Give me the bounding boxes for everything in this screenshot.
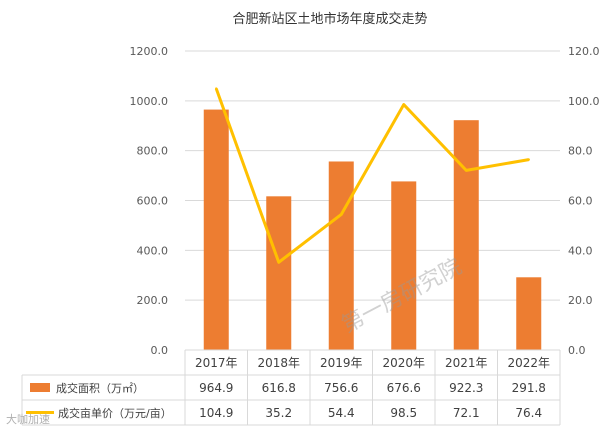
area-value-cell: 964.9 (199, 381, 233, 395)
left-tick-label: 1000.0 (130, 95, 169, 108)
x-category-label: 2020年 (382, 356, 425, 370)
right-tick-label: 100.0 (568, 95, 600, 108)
bar (328, 161, 354, 350)
left-tick-label: 600.0 (137, 195, 169, 208)
line-series (214, 87, 530, 264)
area-value-cell: 922.3 (449, 381, 483, 395)
bar (453, 120, 479, 351)
line-point (340, 213, 343, 216)
data-table: 2017年 964.9 104.9 2018年 616.8 35.2 2019年 756.6 5… (21, 349, 561, 426)
price-value-cell: 98.5 (390, 406, 417, 420)
corner-watermark: 大咖加速 (6, 412, 50, 426)
area-value-cell: 676.6 (387, 381, 421, 395)
line-point (277, 261, 280, 264)
gridlines (185, 50, 560, 301)
line-point (215, 87, 218, 90)
left-y-axis: 0.0 200.0 400.0 600.0 800.0 1000.0 1200.0 (130, 45, 169, 357)
right-tick-label: 20.0 (568, 294, 593, 307)
area-value-cell: 756.6 (324, 381, 358, 395)
right-tick-label: 120.0 (568, 45, 600, 58)
bar (203, 109, 229, 350)
x-category-label: 2018年 (257, 356, 300, 370)
bar-series (203, 109, 542, 351)
price-line (214, 88, 530, 264)
right-y-axis: 0.0 20.0 40.0 60.0 80.0 100.0 120.0 (568, 45, 600, 357)
chart-title: 合肥新站区土地市场年度成交走势 (232, 11, 427, 27)
area-value-cell: 291.8 (512, 381, 546, 395)
left-tick-label: 400.0 (137, 244, 169, 257)
bar (391, 181, 417, 350)
price-value-cell: 35.2 (265, 406, 292, 420)
left-tick-label: 200.0 (137, 294, 169, 307)
price-value-cell: 54.4 (328, 406, 355, 420)
line-point (465, 169, 468, 172)
legend-line-label: 成交亩单价（万元/亩） (58, 406, 172, 420)
left-tick-label: 1200.0 (130, 45, 169, 58)
right-tick-label: 60.0 (568, 195, 593, 208)
price-value-cell: 76.4 (515, 406, 542, 420)
area-value-cell: 616.8 (262, 381, 296, 395)
legend-bar-swatch (30, 383, 50, 392)
x-category-label: 2022年 (507, 356, 550, 370)
right-tick-label: 0.0 (568, 344, 586, 357)
line-point (527, 158, 530, 161)
bar (266, 196, 292, 350)
price-value-cell: 72.1 (453, 406, 480, 420)
x-category-label: 2019年 (320, 356, 363, 370)
x-category-label: 2021年 (445, 356, 488, 370)
bar (516, 277, 542, 350)
left-tick-label: 800.0 (137, 145, 169, 158)
x-category-label: 2017年 (195, 356, 238, 370)
left-tick-label: 0.0 (151, 344, 169, 357)
right-tick-label: 80.0 (568, 145, 593, 158)
price-value-cell: 104.9 (199, 406, 233, 420)
right-tick-label: 40.0 (568, 244, 593, 257)
line-point (402, 103, 405, 106)
legend-bar-label: 成交面积（万㎡） (56, 381, 144, 395)
